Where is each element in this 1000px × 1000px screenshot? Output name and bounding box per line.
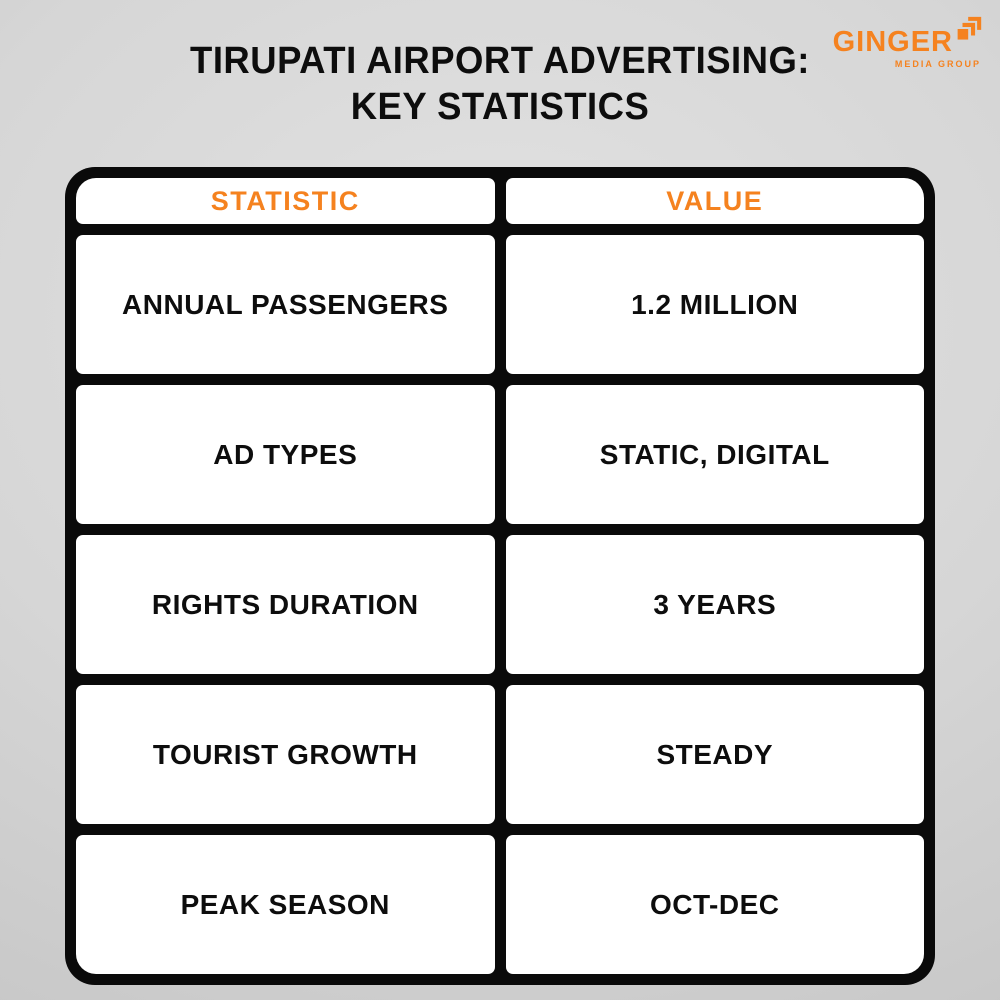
column-header-statistic: STATISTIC xyxy=(76,178,495,224)
table-cell-statistic: RIGHTS DURATION xyxy=(76,535,495,674)
table-cell-value: OCT-DEC xyxy=(505,835,924,974)
table-cell-value: 1.2 MILLION xyxy=(505,235,924,374)
table-cell-statistic: AD TYPES xyxy=(76,385,495,524)
table-cell-value: STEADY xyxy=(505,685,924,824)
logo-wordmark: GINGER xyxy=(832,26,953,58)
page-title-line2: KEY STATISTICS xyxy=(350,86,650,129)
column-header-value: VALUE xyxy=(505,178,924,224)
page-title: TIRUPATI AIRPORT ADVERTISING: KEY STATIS… xyxy=(0,38,1000,131)
table-cell-statistic: ANNUAL PASSENGERS xyxy=(76,235,495,374)
nested-squares-icon xyxy=(956,16,982,42)
logo-tagline: MEDIA GROUP xyxy=(894,59,981,69)
statistics-table: STATISTIC VALUE ANNUAL PASSENGERS 1.2 MI… xyxy=(65,167,935,985)
page-title-line1: TIRUPATI AIRPORT ADVERTISING: xyxy=(190,40,810,82)
logo-wordmark-row: GINGER xyxy=(833,16,982,57)
table-cell-value: 3 YEARS xyxy=(505,535,924,674)
table-cell-statistic: TOURIST GROWTH xyxy=(76,685,495,824)
ginger-media-group-logo: GINGER MEDIA GROUP xyxy=(833,16,982,69)
table-cell-statistic: PEAK SEASON xyxy=(76,835,495,974)
table-cell-value: STATIC, DIGITAL xyxy=(505,385,924,524)
